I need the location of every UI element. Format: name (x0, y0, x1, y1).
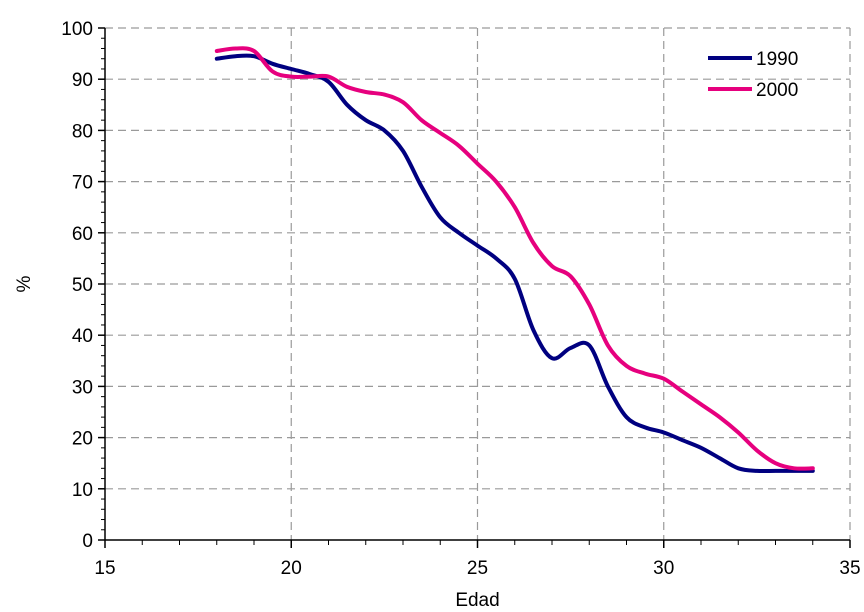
y-tick-label: 10 (72, 480, 93, 501)
x-tick-label: 30 (653, 558, 674, 579)
x-tick-label: 35 (839, 558, 860, 579)
y-tick-label: 0 (82, 531, 93, 552)
y-tick-label: 90 (72, 70, 93, 91)
y-tick-label: 70 (72, 173, 93, 194)
legend-label-2000: 2000 (756, 80, 798, 101)
y-tick-label: 100 (61, 19, 93, 40)
x-tick-label: 20 (281, 558, 302, 579)
y-axis-title: % (14, 275, 35, 292)
x-axis-title: Edad (455, 590, 499, 611)
y-tick-label: 60 (72, 224, 93, 245)
grid (105, 27, 851, 540)
series-line-2000 (214, 46, 815, 471)
x-tick-label: 25 (467, 558, 488, 579)
x-tick-label: 15 (94, 558, 115, 579)
legend: 1990 2000 (708, 49, 798, 101)
y-tick-label: 40 (72, 326, 93, 347)
y-tick-label: 80 (72, 121, 93, 142)
series-line-1990 (214, 53, 815, 474)
y-tick-label: 50 (72, 275, 93, 296)
y-tick-label: 30 (72, 377, 93, 398)
ticks: 0 10 20 30 40 50 60 70 80 90 100 15 20 25 30 35 (61, 19, 860, 579)
series (214, 46, 815, 474)
legend-label-1990: 1990 (756, 49, 798, 70)
y-tick-label: 20 (72, 429, 93, 450)
